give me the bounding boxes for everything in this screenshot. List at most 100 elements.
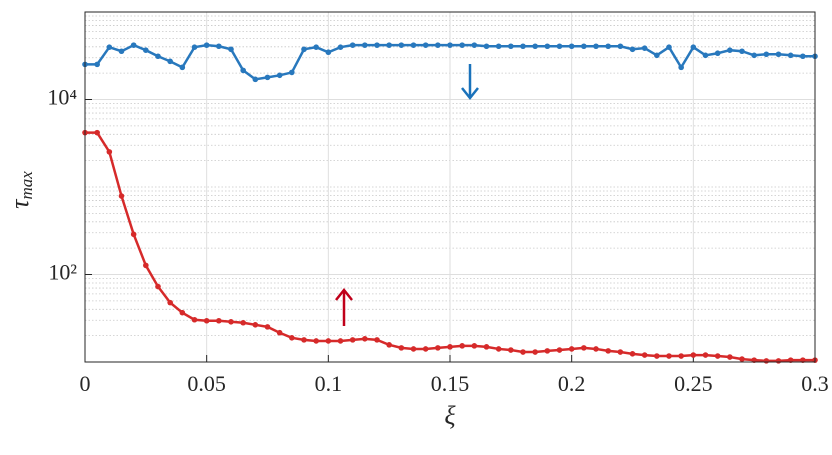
y-axis-subscript: max [17, 171, 36, 200]
y-axis-symbol: τ [5, 198, 34, 209]
x-tick-label: 0.2 [558, 371, 586, 396]
data-point [130, 231, 137, 238]
x-axis-label: ξ [444, 401, 456, 430]
data-point [398, 42, 405, 48]
data-point [106, 44, 113, 51]
data-point [532, 43, 538, 50]
data-point [374, 337, 380, 343]
data-point [605, 348, 611, 354]
data-point [289, 69, 295, 76]
data-point [544, 348, 551, 354]
data-point [337, 44, 344, 51]
data-point [301, 46, 307, 53]
data-point [629, 351, 636, 357]
data-point [654, 353, 660, 359]
y-tick-label: 10⁴ [47, 85, 77, 110]
data-point [508, 347, 514, 353]
data-point [714, 50, 721, 57]
data-point [435, 42, 441, 48]
data-point [568, 43, 575, 50]
data-point [289, 335, 295, 341]
grid [84, 12, 816, 362]
data-point [155, 283, 161, 290]
y-tick-label: 10² [48, 260, 77, 285]
data-point [94, 129, 100, 136]
data-point [203, 317, 210, 324]
data-point [422, 42, 429, 48]
data-point [800, 53, 806, 60]
data-point [118, 48, 125, 55]
data-point [763, 358, 770, 364]
x-tick-label: 0.15 [431, 371, 470, 396]
data-point [654, 52, 660, 59]
data-point [495, 43, 502, 50]
data-point [739, 356, 745, 362]
y-axis-label: τmax [5, 171, 36, 209]
data-point [276, 329, 283, 336]
data-point [337, 338, 344, 344]
data-point [216, 317, 222, 324]
data-point [118, 193, 125, 199]
data-point [94, 61, 100, 68]
data-point [787, 52, 794, 59]
data-point [252, 76, 259, 83]
data-point [593, 43, 599, 50]
data-point [191, 316, 198, 323]
data-point [508, 43, 514, 50]
data-point [435, 345, 441, 351]
x-tick-label: 0.1 [315, 371, 343, 396]
data-point [666, 353, 672, 359]
data-point [143, 47, 149, 53]
axes-box [84, 11, 816, 363]
data-point [739, 48, 745, 55]
data-point [264, 324, 271, 330]
data-point [556, 347, 563, 353]
data-point [727, 47, 733, 53]
data-point [301, 337, 307, 343]
data-point [240, 67, 246, 74]
data-point [459, 343, 465, 349]
data-point [581, 345, 587, 351]
data-point [313, 338, 319, 344]
data-point [155, 53, 161, 60]
data-point [775, 358, 782, 364]
data-point [386, 42, 392, 48]
data-point [544, 43, 551, 50]
data-point [325, 338, 332, 344]
data-point [495, 346, 502, 352]
data-point [422, 346, 429, 352]
data-point [264, 74, 271, 81]
data-point [714, 353, 721, 359]
data-point [447, 42, 453, 48]
data-point [617, 43, 624, 50]
data-point [532, 349, 538, 355]
data-point [167, 58, 173, 65]
data-point [130, 42, 137, 48]
data-point [702, 52, 709, 59]
data-point [228, 46, 234, 53]
data-point [459, 42, 465, 48]
data-point [666, 44, 672, 51]
data-point [106, 149, 113, 155]
data-point [325, 49, 332, 56]
data-point [203, 42, 210, 48]
data-point [581, 43, 587, 50]
data-point [678, 64, 684, 71]
data-point [702, 352, 709, 358]
data-point [228, 319, 234, 325]
data-point [362, 42, 368, 48]
data-point [179, 309, 186, 316]
data-point [191, 44, 198, 51]
data-point [641, 352, 648, 358]
data-point [605, 43, 611, 50]
x-tick-label: 0.05 [187, 371, 226, 396]
data-point [179, 64, 186, 71]
data-point [520, 349, 526, 355]
data-point [727, 354, 733, 360]
data-point [386, 342, 392, 348]
data-point [362, 336, 368, 342]
data-point [690, 44, 697, 51]
data-point [349, 42, 356, 48]
data-point [216, 43, 222, 50]
